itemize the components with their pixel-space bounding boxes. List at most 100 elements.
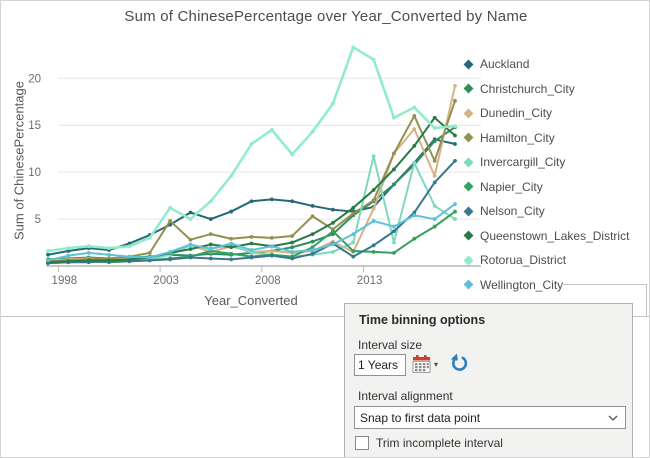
data-point: [229, 257, 234, 262]
data-point: [66, 259, 71, 264]
data-point: [453, 124, 457, 129]
legend-item-Auckland[interactable]: Auckland: [462, 52, 629, 77]
x-tick-label-2013: 2013: [357, 275, 383, 287]
data-point: [310, 204, 315, 208]
x-tick-label-2008: 2008: [255, 275, 281, 287]
data-point: [46, 249, 50, 253]
trim-incomplete-interval-row: Trim incomplete interval: [355, 436, 503, 450]
legend-item-Dunedin_City[interactable]: Dunedin_City: [462, 101, 629, 126]
data-point: [351, 249, 356, 253]
legend-diamond-icon: [463, 108, 474, 119]
data-point: [208, 232, 213, 236]
data-point: [168, 205, 173, 210]
panel-title: Time binning options: [359, 313, 486, 327]
data-point: [249, 248, 254, 252]
legend-diamond-icon: [463, 181, 474, 192]
calendar-icon: [412, 355, 431, 373]
data-point: [127, 241, 132, 246]
legend-item-Rotorua_District[interactable]: Rotorua_District: [462, 248, 629, 273]
data-point: [331, 229, 335, 234]
data-point: [168, 250, 173, 254]
legend-item-Napier_City[interactable]: Napier_City: [462, 175, 629, 200]
data-point: [168, 219, 173, 223]
legend-label: Christchurch_City: [480, 81, 575, 96]
data-point: [453, 202, 457, 206]
legend-item-Queenstown_Lakes_District[interactable]: Queenstown_Lakes_District: [462, 224, 629, 249]
data-point: [392, 224, 396, 229]
y-axis-label: Sum of ChinesePercentage: [11, 81, 27, 240]
data-point: [412, 210, 417, 215]
data-point: [392, 115, 396, 120]
data-point: [371, 154, 376, 159]
data-point: [147, 250, 152, 255]
data-point: [107, 258, 111, 263]
data-point: [269, 235, 274, 240]
data-point: [66, 249, 71, 253]
interval-alignment-dropdown[interactable]: Snap to first data point: [354, 406, 626, 429]
data-point: [290, 152, 295, 157]
legend-diamond-icon: [463, 206, 474, 217]
data-point: [432, 224, 437, 229]
window-bottom-border-left: [1, 316, 344, 317]
data-point: [432, 217, 437, 221]
window-bottom-border-right: [633, 316, 649, 317]
series-line-Dunedin_City: [47, 85, 456, 262]
data-point: [453, 83, 457, 88]
data-point: [371, 219, 376, 223]
interval-size-input[interactable]: [354, 354, 406, 376]
interval-alignment-label: Interval alignment: [358, 389, 453, 403]
data-point: [392, 240, 396, 245]
data-point: [127, 254, 132, 259]
data-point: [188, 237, 193, 242]
data-point: [432, 180, 437, 185]
x-tick-label-1998: 1998: [52, 275, 78, 287]
data-point: [371, 188, 376, 192]
data-point: [412, 127, 417, 131]
calendar-caret-icon: ▾: [434, 360, 439, 369]
inner-panel-border-v: [646, 284, 647, 317]
data-point: [432, 139, 437, 144]
legend-label: Invercargill_City: [480, 155, 566, 170]
legend-item-Wellington_City[interactable]: Wellington_City: [462, 273, 629, 298]
data-point: [310, 245, 315, 250]
data-point: [310, 239, 315, 244]
x-axis-label: Year_Converted: [204, 293, 298, 308]
x-tick-label-2003: 2003: [153, 275, 179, 287]
legend-item-Invercargill_City[interactable]: Invercargill_City: [462, 150, 629, 175]
calendar-dropdown-button[interactable]: ▾: [412, 355, 444, 375]
data-point: [229, 209, 234, 214]
legend-item-Nelson_City[interactable]: Nelson_City: [462, 199, 629, 224]
data-point: [208, 217, 213, 221]
data-point: [351, 254, 356, 259]
data-point: [86, 244, 91, 249]
legend-label: Hamilton_City: [480, 130, 555, 145]
data-point: [331, 220, 335, 225]
data-point: [229, 241, 234, 246]
data-point: [412, 143, 417, 148]
data-point: [269, 253, 274, 258]
y-tick-label-10: 10: [28, 167, 41, 179]
data-point: [269, 128, 274, 132]
data-point: [249, 250, 254, 255]
data-point: [412, 160, 417, 165]
interval-size-label: Interval size: [358, 338, 423, 352]
data-point: [371, 198, 376, 203]
data-point: [127, 257, 132, 262]
data-point: [188, 242, 193, 247]
data-point: [310, 214, 315, 219]
dropdown-selected-value: Snap to first data point: [360, 410, 481, 425]
y-tick-label-15: 15: [28, 120, 41, 132]
data-point: [412, 213, 417, 218]
reset-interval-button[interactable]: [449, 353, 469, 373]
legend-label: Rotorua_District: [480, 253, 567, 268]
data-point: [127, 244, 132, 249]
data-point: [46, 252, 50, 257]
data-point: [188, 247, 193, 252]
trim-incomplete-checkbox[interactable]: [355, 436, 369, 450]
data-point: [290, 199, 295, 204]
data-point: [249, 199, 254, 204]
chart-legend: Auckland Christchurch_City Dunedin_City Ham…: [462, 52, 629, 297]
legend-item-Christchurch_City[interactable]: Christchurch_City: [462, 77, 629, 102]
legend-item-Hamilton_City[interactable]: Hamilton_City: [462, 126, 629, 151]
